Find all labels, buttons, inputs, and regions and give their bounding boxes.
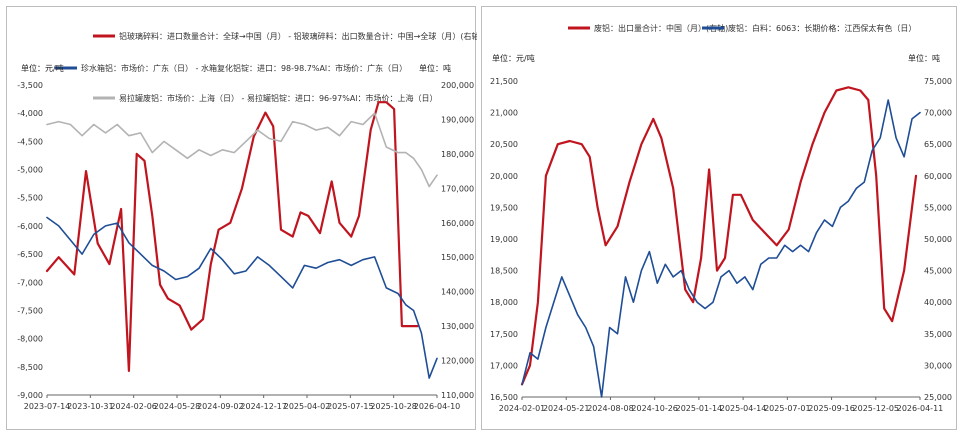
x-tick-label: 2024-10-26	[631, 404, 678, 413]
x-tick-label: 2023-07-14	[24, 402, 71, 411]
legend-label-red: 铝玻璃碎料：进口数量合计：全球→中国（月） - 铝玻璃碎料：出口数量合计：中国→…	[119, 31, 477, 41]
left-y-tick-label: 17,500	[490, 330, 518, 339]
left-y-tick-label: 20,500	[490, 140, 518, 149]
left-y-tick-label: -4,000	[17, 109, 43, 118]
right-axis-unit: 单位：吨	[419, 63, 451, 73]
left-y-tick-label: -4,500	[17, 137, 43, 146]
x-tick-label: 2024-05-21	[543, 404, 590, 413]
left-y-tick-label: -5,500	[17, 194, 43, 203]
right-y-tick-label: 50,000	[924, 235, 952, 244]
right-y-tick-label: 25,000	[924, 393, 952, 402]
right-chart-panel: 废铝：出口量合计：中国（月）(右轴) 废铝：白料：6063：长期价格：江西保太有…	[481, 6, 957, 430]
legend-label-blue: 废铝：白料：6063：长期价格：江西保太有色（日）	[728, 23, 916, 33]
series-line-red	[45, 101, 419, 372]
x-tick-label: 2026-04-10	[414, 402, 461, 411]
right-y-tick-label: 75,000	[924, 77, 952, 86]
right-y-tick-label: 190,000	[441, 115, 474, 124]
left-y-tick-label: -6,500	[17, 250, 43, 259]
right-axis-unit: 单位：吨	[908, 53, 940, 63]
left-y-tick-label: -7,000	[17, 278, 43, 287]
left-legend: 铝玻璃碎料：进口数量合计：全球→中国（月） - 铝玻璃碎料：出口数量合计：中国→…	[55, 31, 477, 103]
right-y-tick-label: 30,000	[924, 361, 952, 370]
left-y-tick-label: 16,500	[490, 393, 518, 402]
x-tick-label: 2025-07-15	[327, 402, 374, 411]
right-y-tick-label: 140,000	[441, 288, 474, 297]
left-y-tick-label: 21,500	[490, 77, 518, 86]
right-y-tick-label: 45,000	[924, 267, 952, 276]
series-line-blue	[46, 216, 438, 379]
x-tick-label: 2025-07-01	[764, 404, 811, 413]
right-legend: 废铝：出口量合计：中国（月）(右轴) 废铝：白料：6063：长期价格：江西保太有…	[568, 23, 916, 33]
right-y-tick-label: 160,000	[441, 219, 474, 228]
left-y-tick-label: -3,500	[17, 81, 43, 90]
left-y-tick-label: -8,500	[17, 363, 43, 372]
right-y-tick-label: 60,000	[924, 172, 952, 181]
left-axis-unit: 单位：元/吨	[492, 53, 535, 63]
legend-label-gray: 易拉罐废铝：市场价：上海（日） - 易拉罐铝锭：进口：96-97%Al：市场价：…	[119, 93, 438, 103]
left-y-tick-label: -5,000	[17, 166, 43, 175]
legend-label-blue: 珍水箱铝：市场价：广东（日） - 水箱复化铝锭：进口：98-98.7%Al：市场…	[81, 63, 407, 73]
right-y-tick-label: 180,000	[441, 150, 474, 159]
x-tick-label: 2024-08-08	[587, 404, 634, 413]
x-tick-label: 2025-12-05	[853, 404, 900, 413]
right-y-tick-label: 35,000	[924, 330, 952, 339]
x-tick-label: 2024-09-02	[197, 402, 244, 411]
series-line-blue	[521, 99, 921, 398]
right-y-tick-label: 170,000	[441, 184, 474, 193]
left-y-tick-label: 17,000	[490, 361, 518, 370]
right-y-tick-label: 130,000	[441, 322, 474, 331]
x-tick-label: 2024-12-17	[240, 402, 287, 411]
x-tick-label: 2026-04-11	[897, 404, 944, 413]
right-chart: 废铝：出口量合计：中国（月）(右轴) 废铝：白料：6063：长期价格：江西保太有…	[490, 23, 952, 413]
right-plot-area	[520, 86, 921, 398]
x-tick-label: 2025-10-28	[370, 402, 417, 411]
right-y-tick-label: 70,000	[924, 109, 952, 118]
left-y-tick-label: -6,000	[17, 222, 43, 231]
left-y-tick-label: 20,000	[490, 172, 518, 181]
series-line-red	[520, 86, 918, 386]
right-y-tick-label: 110,000	[441, 391, 474, 400]
right-axes: 21,500 21,000 20,500 20,000 19,500 19,000 18,5…	[490, 77, 952, 413]
x-tick-label: 2025-09-16	[808, 404, 855, 413]
left-y-tick-label: 18,500	[490, 267, 518, 276]
left-y-tick-label: -7,500	[17, 306, 43, 315]
left-y-tick-label: 21,000	[490, 109, 518, 118]
left-y-tick-label: -8,000	[17, 335, 43, 344]
x-tick-label: 2024-02-06	[110, 402, 157, 411]
x-tick-label: 2025-04-14	[720, 404, 767, 413]
left-y-tick-label: 19,000	[490, 235, 518, 244]
x-tick-label: 2025-01-14	[676, 404, 723, 413]
x-tick-label: 2024-05-28	[154, 402, 201, 411]
right-y-tick-label: 200,000	[441, 81, 474, 90]
x-tick-label: 2025-04-02	[284, 402, 331, 411]
x-tick-label: 2024-02-01	[499, 404, 546, 413]
right-y-tick-label: 150,000	[441, 253, 474, 262]
x-tick-label: 2023-10-31	[67, 402, 114, 411]
right-y-tick-label: 120,000	[441, 357, 474, 366]
legend-label-red: 废铝：出口量合计：中国（月）(右轴)	[594, 23, 728, 33]
left-plot-area	[45, 101, 438, 379]
left-axis-unit: 单位：元/吨	[21, 63, 64, 73]
left-chart: 铝玻璃碎料：进口数量合计：全球→中国（月） - 铝玻璃碎料：出口数量合计：中国→…	[17, 31, 477, 411]
left-y-tick-label: 18,000	[490, 298, 518, 307]
left-chart-panel: 铝玻璃碎料：进口数量合计：全球→中国（月） - 铝玻璃碎料：出口数量合计：中国→…	[6, 6, 477, 430]
right-y-tick-label: 55,000	[924, 203, 952, 212]
left-axes: -3,500 -4,000 -4,500 -5,000 -5,500 -6,000 -6,5…	[17, 81, 474, 411]
right-y-tick-label: 40,000	[924, 298, 952, 307]
left-y-tick-label: 19,500	[490, 203, 518, 212]
right-y-tick-label: 65,000	[924, 140, 952, 149]
series-line-gray	[46, 112, 438, 188]
left-y-tick-label: -9,000	[17, 391, 43, 400]
